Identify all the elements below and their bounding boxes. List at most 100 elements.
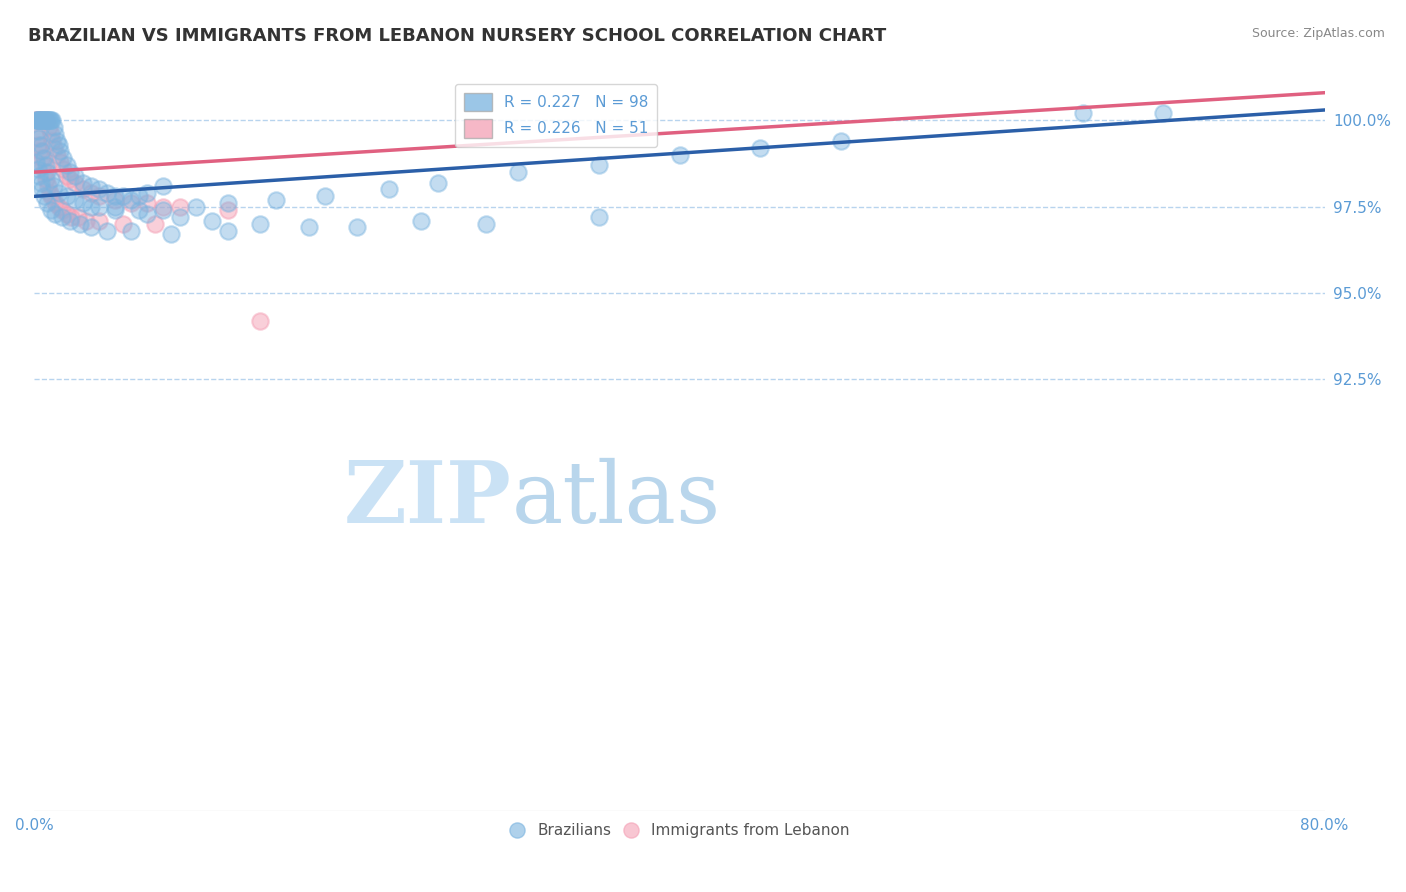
Point: [27, 124, 49, 138]
Point: [39, 172, 62, 186]
Point: [31, 182, 53, 196]
Point: [27, 161, 49, 176]
Point: [55, 206, 77, 220]
Point: [217, 203, 239, 218]
Point: [27, 113, 49, 128]
Point: [72, 176, 94, 190]
Point: [34, 165, 56, 179]
Point: [44, 206, 66, 220]
Point: [28, 113, 51, 128]
Point: [49, 145, 72, 159]
Point: [112, 189, 135, 203]
Point: [63, 176, 86, 190]
Point: [72, 182, 94, 196]
Point: [39, 113, 62, 128]
Point: [51, 210, 73, 224]
Point: [136, 186, 159, 200]
Point: [169, 210, 191, 224]
Point: [63, 193, 86, 207]
Point: [28, 130, 51, 145]
Point: [1152, 106, 1174, 120]
Point: [42, 141, 65, 155]
Point: [830, 134, 852, 148]
Point: [31, 152, 53, 166]
Point: [25, 113, 48, 128]
Point: [44, 196, 66, 211]
Point: [55, 158, 77, 172]
Point: [37, 178, 59, 193]
Point: [104, 189, 127, 203]
Text: Source: ZipAtlas.com: Source: ZipAtlas.com: [1251, 27, 1385, 40]
Point: [25, 154, 48, 169]
Point: [31, 113, 53, 128]
Point: [411, 213, 433, 227]
Point: [38, 113, 60, 128]
Point: [28, 169, 51, 183]
Point: [152, 178, 174, 193]
Point: [80, 200, 103, 214]
Point: [38, 113, 60, 128]
Point: [27, 137, 49, 152]
Point: [49, 154, 72, 169]
Point: [346, 220, 368, 235]
Point: [25, 113, 48, 128]
Point: [160, 227, 183, 242]
Point: [72, 196, 94, 211]
Point: [32, 113, 55, 128]
Point: [508, 165, 530, 179]
Point: [69, 217, 91, 231]
Point: [28, 145, 51, 159]
Point: [59, 172, 82, 186]
Point: [588, 158, 610, 172]
Point: [59, 213, 82, 227]
Point: [34, 113, 56, 128]
Point: [184, 200, 207, 214]
Point: [31, 113, 53, 128]
Point: [52, 152, 75, 166]
Point: [55, 169, 77, 183]
Point: [35, 113, 58, 128]
Point: [25, 113, 48, 128]
Point: [30, 137, 52, 152]
Point: [39, 203, 62, 218]
Point: [266, 193, 288, 207]
Point: [120, 193, 142, 207]
Point: [112, 217, 135, 231]
Point: [39, 127, 62, 141]
Point: [41, 113, 63, 128]
Point: [217, 224, 239, 238]
Text: ZIP: ZIP: [344, 458, 512, 541]
Point: [32, 158, 55, 172]
Point: [46, 134, 69, 148]
Point: [87, 189, 110, 203]
Point: [37, 165, 59, 179]
Legend: Brazilians, Immigrants from Lebanon: Brazilians, Immigrants from Lebanon: [503, 817, 855, 845]
Point: [52, 161, 75, 176]
Text: BRAZILIAN VS IMMIGRANTS FROM LEBANON NURSERY SCHOOL CORRELATION CHART: BRAZILIAN VS IMMIGRANTS FROM LEBANON NUR…: [28, 27, 886, 45]
Point: [39, 189, 62, 203]
Point: [104, 193, 127, 207]
Point: [588, 210, 610, 224]
Point: [44, 127, 66, 141]
Point: [42, 120, 65, 135]
Point: [32, 113, 55, 128]
Point: [80, 178, 103, 193]
Point: [128, 189, 150, 203]
Point: [34, 158, 56, 172]
Point: [1071, 106, 1094, 120]
Point: [128, 203, 150, 218]
Point: [201, 213, 224, 227]
Point: [27, 113, 49, 128]
Point: [30, 176, 52, 190]
Point: [34, 113, 56, 128]
Point: [314, 189, 336, 203]
Point: [32, 152, 55, 166]
Point: [55, 189, 77, 203]
Point: [28, 113, 51, 128]
Point: [32, 113, 55, 128]
Point: [297, 220, 319, 235]
Point: [35, 172, 58, 186]
Point: [51, 203, 73, 218]
Point: [426, 176, 449, 190]
Point: [143, 217, 166, 231]
